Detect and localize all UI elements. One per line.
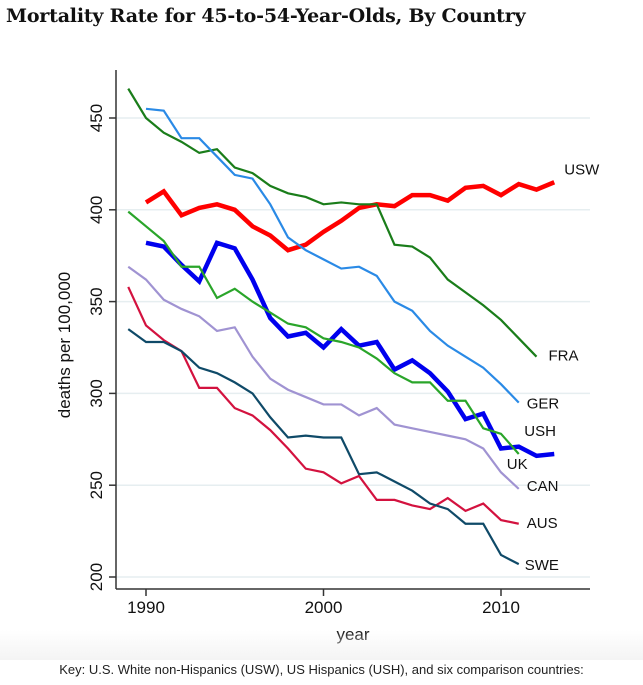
series-labels: USW FRA GER USH UK CAN AUS SWE (507, 161, 600, 574)
y-tick-label: 400 (87, 196, 106, 224)
series-label-ger: GER (527, 396, 560, 413)
gridlines (116, 117, 590, 578)
y-tick-label: 450 (87, 104, 106, 132)
series-line-usw (144, 180, 556, 253)
series-line-fra (127, 88, 538, 358)
y-tick-label: 350 (87, 287, 106, 315)
y-tick-label: 250 (87, 471, 106, 499)
series-label-swe: SWE (525, 557, 559, 574)
series-label-can: CAN (527, 478, 559, 495)
series-label-fra: FRA (549, 348, 579, 365)
y-tick-label: 300 (87, 379, 106, 407)
chart-key: Key: U.S. White non-Hispanics (USW), US … (59, 662, 584, 677)
series-line-aus (127, 286, 519, 525)
x-tick-label: 2010 (482, 598, 520, 617)
axes: 200 250 300 350 400 450 1990 2000 2010 (87, 70, 590, 617)
y-tick-label: 200 (87, 563, 106, 591)
x-tick-label: 1990 (127, 598, 165, 617)
series-line-swe (127, 328, 520, 566)
x-tick-label: 2000 (305, 598, 343, 617)
series-label-usw: USW (564, 161, 600, 178)
series-line-ger (145, 107, 520, 404)
chart-title: Mortality Rate for 45-to-54-Year-Olds, B… (6, 5, 526, 27)
y-axis-label: deaths per 100,000 (55, 272, 74, 419)
series-label-ush: USH (524, 423, 556, 440)
series-line-can (127, 265, 520, 490)
fade-overlay (0, 630, 643, 660)
series-label-uk: UK (507, 456, 528, 473)
series-lines (127, 88, 556, 566)
series-line-ush (145, 240, 555, 459)
series-label-aus: AUS (527, 515, 558, 532)
series-line-uk (127, 210, 520, 455)
